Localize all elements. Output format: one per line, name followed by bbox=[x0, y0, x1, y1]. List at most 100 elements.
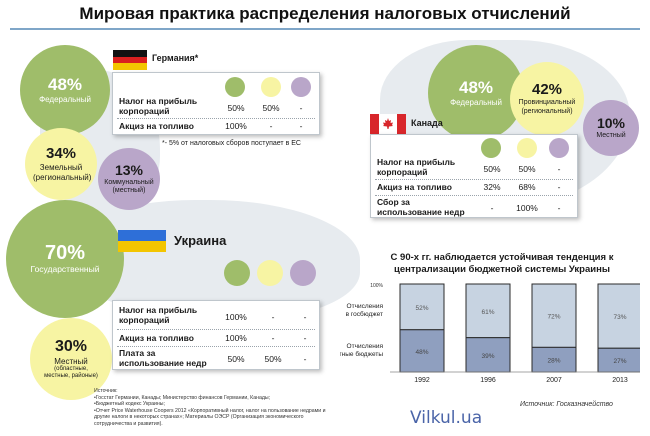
table-row: Акциз на топливо 100% - - bbox=[113, 333, 319, 345]
page-title: Мировая практика распределения налоговых… bbox=[79, 4, 571, 23]
germany-name: Германия* bbox=[152, 53, 199, 63]
row-state-value: 100% bbox=[225, 312, 247, 322]
canada-tax-table: Налог на прибыль корпораций 50% 50% - Ак… bbox=[370, 134, 578, 218]
x-tick-2013: 2013 bbox=[612, 377, 628, 384]
germany-tax-table: Налог на прибыль корпораций 50% 50% - Ак… bbox=[112, 72, 320, 135]
table-row: Сбор за использование недр - 100% - bbox=[371, 197, 577, 218]
canada-local-pct: 10% bbox=[596, 114, 626, 131]
sources-line: •Отчет Price Waterhouse Coopers 2012 «Ко… bbox=[94, 407, 326, 427]
bar-label-state-2007: 72% bbox=[547, 314, 560, 321]
row-name: Сбор за использование недр bbox=[377, 197, 465, 217]
canada-local-label: Местный bbox=[596, 131, 626, 139]
bar-label-local-1996: 39% bbox=[481, 353, 494, 360]
germany-local-dot bbox=[291, 77, 311, 97]
row-federal-value: 100% bbox=[225, 121, 247, 131]
row-state-value: 50% bbox=[227, 354, 245, 364]
canada-provincial-label: Провинциальный (региональный) bbox=[518, 99, 576, 115]
germany-federal-pct: 48% bbox=[47, 74, 83, 94]
table-row: Налог на прибыль корпораций 50% 50% - bbox=[371, 157, 577, 178]
germany-regional-label: Земельный (региональный) bbox=[33, 163, 92, 182]
table-row: Акциз на топливо 32% 68% - bbox=[371, 182, 577, 194]
germany-local-label: Коммунальный (местный) bbox=[104, 178, 154, 194]
ukraine-other-dot bbox=[290, 260, 316, 286]
ukraine-flag bbox=[118, 230, 166, 252]
canada-local-circle: 10% Местный bbox=[583, 100, 639, 156]
ukraine-name: Украина bbox=[174, 233, 227, 248]
ukraine-local-pct: 30% bbox=[54, 337, 88, 355]
row-regional-value: 50% bbox=[262, 103, 280, 113]
row-other-value: - bbox=[303, 333, 307, 343]
row-local-value: - bbox=[271, 333, 275, 343]
x-tick-1992: 1992 bbox=[414, 377, 430, 384]
ukraine-local-circle: 30% Местный (областные, местные, районые… bbox=[30, 318, 112, 400]
row-name: Акциз на топливо bbox=[119, 333, 194, 343]
row-divider bbox=[117, 329, 315, 330]
ukraine-local-sublabel: (областные, местные, районые) bbox=[44, 365, 98, 379]
canada-provincial-dot bbox=[517, 138, 537, 158]
row-federal-value: 50% bbox=[483, 164, 501, 174]
row-name: Плата за использование недр bbox=[119, 348, 207, 368]
row-other-value: - bbox=[303, 312, 307, 322]
row-regional-value: - bbox=[269, 121, 273, 131]
ukraine-state-dot bbox=[224, 260, 250, 286]
row-other-value: - bbox=[303, 354, 307, 364]
top-percent-label: 100% bbox=[370, 283, 383, 289]
bar-state-2007 bbox=[531, 283, 577, 348]
row-divider bbox=[375, 179, 573, 180]
row-local-value: - bbox=[299, 103, 303, 113]
bar-label-local-1992: 48% bbox=[415, 349, 428, 356]
ukraine-state-label: Государственный bbox=[30, 264, 100, 275]
row-local-value: - bbox=[557, 182, 561, 192]
sources-heading: Источник: bbox=[94, 388, 118, 394]
chart-source-note: Источник: Госказначейство bbox=[520, 401, 613, 408]
table-row: Налог на прибыль корпораций 100% - - bbox=[113, 305, 319, 326]
maple-leaf-icon bbox=[383, 118, 393, 129]
series-label-state: Отчисления в госбюджет bbox=[346, 303, 384, 318]
germany-local-circle: 13% Коммунальный (местный) bbox=[98, 148, 160, 210]
ukraine-local-label: Местный bbox=[54, 356, 88, 366]
row-provincial-value: 68% bbox=[518, 182, 536, 192]
row-name: Акциз на топливо bbox=[377, 182, 452, 192]
x-tick-2007: 2007 bbox=[546, 377, 562, 384]
bar-label-local-2013: 27% bbox=[613, 358, 626, 365]
row-divider bbox=[117, 346, 315, 347]
germany-local-pct: 13% bbox=[114, 161, 144, 178]
germany-regional-dot bbox=[261, 77, 281, 97]
ukraine-state-circle: 70% Государственный bbox=[6, 200, 124, 318]
row-name: Налог на прибыль корпораций bbox=[119, 305, 198, 325]
row-provincial-value: 50% bbox=[518, 164, 536, 174]
row-federal-value: 50% bbox=[227, 103, 245, 113]
bar-local-2007 bbox=[531, 346, 577, 373]
canada-flag bbox=[370, 114, 406, 134]
row-local-value: - bbox=[299, 121, 303, 131]
germany-footnote: *- 5% от налоговых сборов поступает в ЕС bbox=[162, 140, 301, 147]
row-state-value: 100% bbox=[225, 333, 247, 343]
ukraine-tax-table: Налог на прибыль корпораций 100% - - Акц… bbox=[112, 300, 320, 370]
canada-federal-dot bbox=[481, 138, 501, 158]
title-rule bbox=[10, 28, 640, 30]
row-divider bbox=[375, 195, 573, 196]
canada-provincial-pct: 42% bbox=[531, 81, 563, 99]
row-federal-value: - bbox=[490, 203, 494, 213]
bar-local-1996 bbox=[465, 337, 511, 373]
row-divider bbox=[117, 118, 315, 119]
canada-provincial-circle: 42% Провинциальный (региональный) bbox=[510, 62, 584, 136]
ukraine-local-dot bbox=[257, 260, 283, 286]
canada-local-dot bbox=[549, 138, 569, 158]
x-tick-1996: 1996 bbox=[480, 377, 496, 384]
table-row: Плата за использование недр 50% 50% - bbox=[113, 348, 319, 369]
germany-regional-pct: 34% bbox=[45, 145, 77, 163]
canada-federal-circle: 48% Федеральный bbox=[428, 45, 524, 141]
canada-name: Канада bbox=[411, 118, 443, 128]
table-row: Акциз на топливо 100% - - bbox=[113, 121, 319, 133]
sources-line: •Бюджетный кодекс Украины; bbox=[94, 401, 165, 407]
row-name: Акциз на топливо bbox=[119, 121, 194, 131]
chart-title: С 90-х гг. наблюдается устойчивая тенден… bbox=[390, 252, 614, 275]
watermark: Vilkul.ua bbox=[410, 408, 483, 428]
germany-federal-label: Федеральный bbox=[39, 94, 91, 104]
bar-label-state-2013: 73% bbox=[613, 314, 626, 321]
canada-federal-pct: 48% bbox=[458, 77, 494, 97]
ukraine-state-pct: 70% bbox=[44, 242, 86, 265]
